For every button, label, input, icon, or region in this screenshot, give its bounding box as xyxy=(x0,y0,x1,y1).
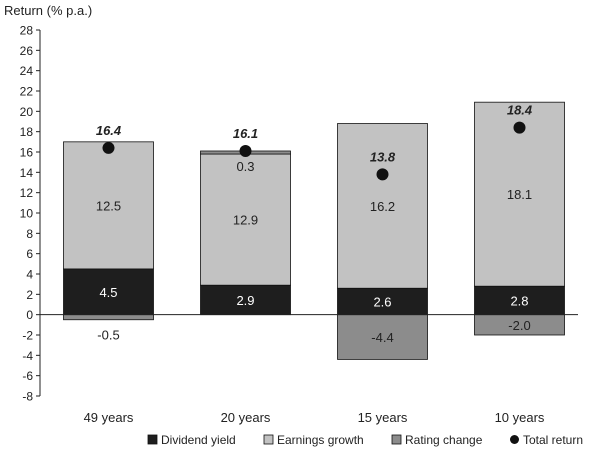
data-label-total-return: 18.4 xyxy=(507,103,533,118)
x-tick-label: 15 years xyxy=(358,410,408,425)
data-label-rating-change: -2.0 xyxy=(508,318,530,333)
x-tick-label: 10 years xyxy=(495,410,545,425)
x-tick-label: 20 years xyxy=(221,410,271,425)
y-tick-label: 24 xyxy=(20,64,34,78)
y-tick-label: 2 xyxy=(26,288,33,302)
data-label-dividend-yield: 4.5 xyxy=(99,285,117,300)
y-axis-title: Return (% p.a.) xyxy=(4,3,92,18)
data-label-earnings-growth: 12.9 xyxy=(233,213,258,228)
data-label-rating-change: -0.5 xyxy=(97,328,119,343)
x-tick-label: 49 years xyxy=(84,410,134,425)
data-label-dividend-yield: 2.8 xyxy=(510,293,528,308)
bar-dividend-yield xyxy=(200,284,291,316)
y-tick-label: 10 xyxy=(20,207,34,221)
bar-earnings-growth xyxy=(200,153,291,286)
bar-rating-change xyxy=(63,314,154,321)
y-tick-label: 12 xyxy=(20,186,34,200)
total-return-marker xyxy=(513,121,526,134)
legend-swatch-dividend-yield xyxy=(147,434,158,445)
y-tick-label: 22 xyxy=(20,85,34,99)
data-label-earnings-growth: 18.1 xyxy=(507,187,532,202)
y-tick-label: -4 xyxy=(22,349,33,363)
bar-earnings-growth xyxy=(63,141,154,270)
legend-swatch-rating-change xyxy=(391,434,402,445)
total-return-marker xyxy=(376,168,389,181)
bar-earnings-growth xyxy=(337,123,428,289)
y-tick-label: 0 xyxy=(26,308,33,322)
data-label-earnings-growth: 12.5 xyxy=(96,198,121,213)
y-tick-label: 20 xyxy=(20,105,34,119)
legend-label-earnings-growth: Earnings growth xyxy=(277,433,364,447)
y-tick-label: -6 xyxy=(22,369,33,383)
bar-rating-change xyxy=(337,314,428,360)
legend-label-dividend-yield: Dividend yield xyxy=(161,433,236,447)
total-return-marker xyxy=(102,141,115,154)
y-tick-label: -2 xyxy=(22,329,33,343)
plot-area: -8-6-4-202468101214161820222426284.512.5… xyxy=(20,24,578,425)
data-label-earnings-growth: 16.2 xyxy=(370,199,395,214)
data-label-total-return: 16.4 xyxy=(96,123,122,138)
data-label-rating-change: 0.3 xyxy=(236,159,254,174)
legend-label-total-return: Total return xyxy=(523,433,583,447)
legend-label-rating-change: Rating change xyxy=(405,433,483,447)
y-tick-label: 14 xyxy=(20,166,34,180)
y-tick-label: 18 xyxy=(20,125,34,139)
data-label-total-return: 16.1 xyxy=(233,126,258,141)
data-label-dividend-yield: 2.6 xyxy=(373,294,391,309)
y-tick-label: 26 xyxy=(20,44,34,58)
y-tick-label: 8 xyxy=(26,227,33,241)
y-tick-label: -8 xyxy=(22,390,33,404)
y-tick-label: 6 xyxy=(26,247,33,261)
y-tick-label: 4 xyxy=(26,268,33,282)
total-return-marker xyxy=(239,144,252,157)
data-label-rating-change: -4.4 xyxy=(371,330,393,345)
legend-swatch-total-return xyxy=(510,435,519,444)
data-label-total-return: 13.8 xyxy=(370,149,396,164)
y-tick-label: 28 xyxy=(20,24,34,38)
bar-dividend-yield xyxy=(63,268,154,316)
legend-swatch-earnings-growth xyxy=(263,434,274,445)
y-tick-label: 16 xyxy=(20,146,34,160)
bar-dividend-yield xyxy=(337,287,428,316)
legend: Dividend yield Earnings growth Rating chan… xyxy=(147,433,583,447)
data-label-dividend-yield: 2.9 xyxy=(236,293,254,308)
